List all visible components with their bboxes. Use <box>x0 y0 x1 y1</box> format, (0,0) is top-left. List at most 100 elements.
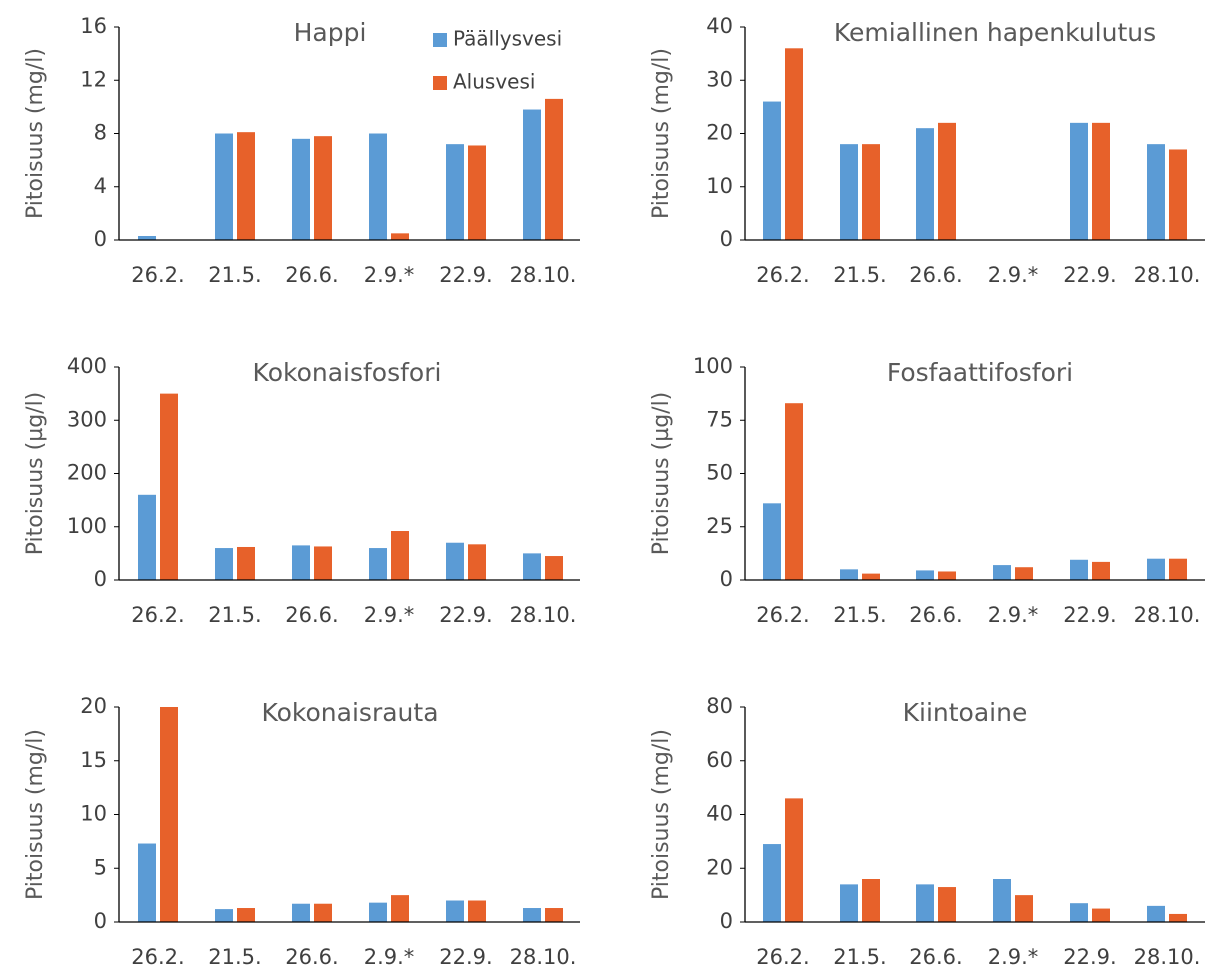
y-axis-label: Pitoisuus (mg/l) <box>649 729 674 900</box>
bar-alusvesi-26-2 <box>785 798 803 922</box>
y-tick-label: 5 <box>94 855 107 879</box>
x-tick-label: 21.5. <box>833 263 886 287</box>
y-axis-label: Pitoisuus (mg/l) <box>23 729 48 900</box>
bar-alusvesi-21-5 <box>862 144 880 240</box>
y-tick-label: 25 <box>706 514 733 538</box>
x-tick-label: 28.10. <box>1134 603 1201 627</box>
y-tick-label: 100 <box>693 354 733 378</box>
y-tick-label: 10 <box>706 174 733 198</box>
x-tick-label: 26.6. <box>285 603 338 627</box>
y-tick-label: 10 <box>80 802 107 826</box>
bar-p-llysvesi-2-9 <box>993 565 1011 580</box>
legend-label: Päällysvesi <box>453 27 562 51</box>
bar-alusvesi-26-6 <box>938 887 956 922</box>
legend: Päällysvesi Alusvesi <box>433 27 562 94</box>
bar-alusvesi-22-9 <box>468 145 486 240</box>
bar-alusvesi-28-10 <box>1169 149 1187 240</box>
x-tick-label: 26.2. <box>756 945 809 969</box>
bar-p-llysvesi-26-2 <box>763 503 781 580</box>
y-tick-label: 400 <box>67 354 107 378</box>
bar-p-llysvesi-22-9 <box>1070 903 1088 922</box>
bar-p-llysvesi-26-6 <box>916 884 934 922</box>
bar-alusvesi-22-9 <box>1092 561 1110 580</box>
chart-kiintoaine: Kiintoaine Pitoisuus (mg/l) 0 20 40 60 80 26.2.… <box>649 694 1205 969</box>
y-axis-label: Pitoisuus (mg/l) <box>649 48 674 219</box>
y-tick-label: 4 <box>94 174 107 198</box>
bar-p-llysvesi-21-5 <box>215 909 233 922</box>
bar-alusvesi-26-2 <box>160 393 178 580</box>
x-tick-label: 22.9. <box>439 263 492 287</box>
legend-swatch-p-llysvesi <box>433 33 447 47</box>
y-tick-label: 0 <box>94 227 107 251</box>
bar-alusvesi-21-5 <box>237 908 255 922</box>
chart-title: Kokonaisfosfori <box>253 358 442 387</box>
bar-alusvesi-22-9 <box>468 900 486 922</box>
x-tick-label: 26.6. <box>909 603 962 627</box>
y-tick-label: 200 <box>67 461 107 485</box>
bar-p-llysvesi-26-2 <box>138 494 156 580</box>
x-tick-label: 26.2. <box>756 603 809 627</box>
bar-p-llysvesi-21-5 <box>840 884 858 922</box>
y-tick-label: 12 <box>80 67 107 91</box>
bar-alusvesi-2-9 <box>1015 567 1033 580</box>
bar-p-llysvesi-22-9 <box>1070 122 1088 240</box>
x-tick-label: 2.9.* <box>364 603 415 627</box>
y-tick-label: 80 <box>706 694 733 718</box>
y-axis-label: Pitoisuus (µg/l) <box>649 392 674 556</box>
x-tick-label: 28.10. <box>510 263 577 287</box>
bar-p-llysvesi-21-5 <box>840 569 858 580</box>
chart-title: Kemiallinen hapenkulutus <box>834 18 1156 47</box>
bar-alusvesi-28-10 <box>545 98 563 240</box>
bar-p-llysvesi-26-6 <box>292 545 310 580</box>
x-tick-label: 22.9. <box>1063 263 1116 287</box>
bar-alusvesi-26-6 <box>938 122 956 240</box>
bar-alusvesi-21-5 <box>237 132 255 240</box>
bar-alusvesi-28-10 <box>1169 913 1187 922</box>
bar-alusvesi-26-6 <box>938 571 956 580</box>
x-tick-label: 28.10. <box>510 603 577 627</box>
bar-p-llysvesi-26-6 <box>292 903 310 922</box>
x-tick-label: 28.10. <box>1134 945 1201 969</box>
x-tick-label: 28.10. <box>510 945 577 969</box>
x-tick-label: 26.6. <box>285 263 338 287</box>
chart-fosfaattifosfori: Fosfaattifosfori Pitoisuus (µg/l) 0 25 50 75 1… <box>649 354 1205 627</box>
bar-p-llysvesi-2-9 <box>369 133 387 240</box>
y-tick-label: 0 <box>720 909 733 933</box>
x-tick-label: 2.9.* <box>988 945 1039 969</box>
bar-alusvesi-2-9 <box>391 895 409 922</box>
bar-p-llysvesi-28-10 <box>1147 905 1165 922</box>
bar-p-llysvesi-26-6 <box>292 138 310 240</box>
x-tick-label: 26.2. <box>131 945 184 969</box>
chart-title: Kokonaisrauta <box>261 698 438 727</box>
x-tick-label: 22.9. <box>1063 603 1116 627</box>
x-tick-label: 21.5. <box>208 263 261 287</box>
bar-p-llysvesi-2-9 <box>369 902 387 922</box>
x-tick-label: 26.2. <box>756 263 809 287</box>
y-axis-label: Pitoisuus (mg/l) <box>23 48 48 219</box>
y-tick-label: 300 <box>67 407 107 431</box>
bar-alusvesi-28-10 <box>545 556 563 580</box>
y-tick-label: 40 <box>706 14 733 38</box>
x-tick-label: 22.9. <box>1063 945 1116 969</box>
y-tick-label: 0 <box>94 567 107 591</box>
x-tick-label: 22.9. <box>439 945 492 969</box>
y-tick-label: 0 <box>720 567 733 591</box>
y-tick-label: 15 <box>80 748 107 772</box>
bar-alusvesi-22-9 <box>1092 908 1110 922</box>
y-tick-label: 20 <box>706 855 733 879</box>
bar-alusvesi-2-9 <box>391 233 409 240</box>
bar-p-llysvesi-26-6 <box>916 570 934 580</box>
bar-p-llysvesi-28-10 <box>523 553 541 580</box>
chart-title: Fosfaattifosfori <box>887 358 1073 387</box>
bar-p-llysvesi-21-5 <box>215 548 233 580</box>
x-tick-label: 26.6. <box>285 945 338 969</box>
bar-alusvesi-28-10 <box>1169 558 1187 580</box>
bar-alusvesi-26-2 <box>785 403 803 580</box>
y-tick-label: 50 <box>706 461 733 485</box>
x-tick-label: 26.2. <box>131 603 184 627</box>
bar-p-llysvesi-22-9 <box>446 144 464 240</box>
x-tick-label: 21.5. <box>208 945 261 969</box>
chart-title: Kiintoaine <box>903 698 1028 727</box>
bar-alusvesi-21-5 <box>862 879 880 922</box>
